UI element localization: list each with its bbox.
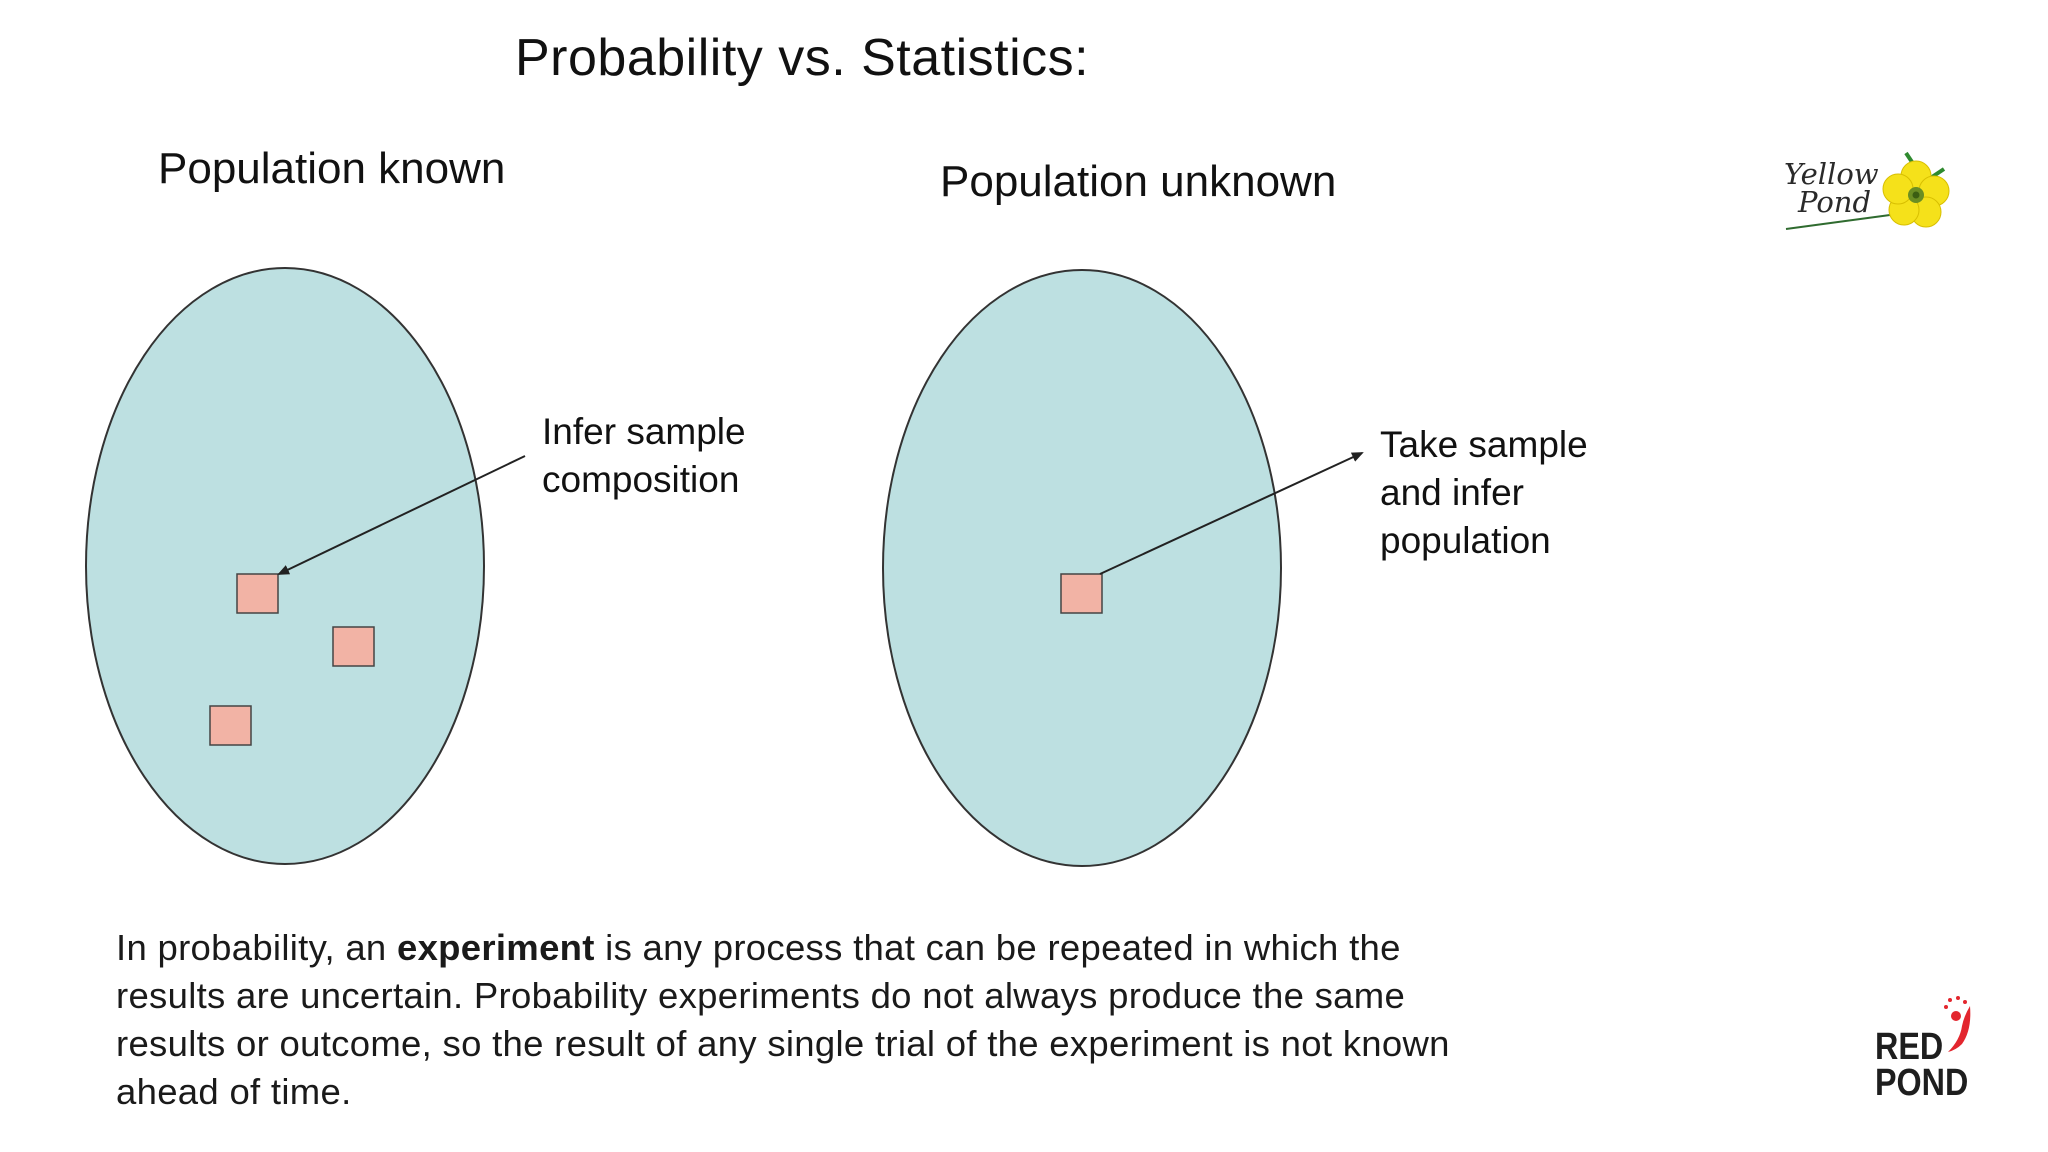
logo-word: POND	[1875, 1062, 1969, 1104]
arrow-infer-sample	[277, 455, 526, 575]
logo-word: Yellow	[1784, 157, 1879, 191]
body-line-3: results or outcome, so the result of any…	[116, 1023, 1450, 1064]
heading-population-known: Population known	[158, 144, 506, 193]
annotation-line: population	[1380, 520, 1551, 561]
slide-title: Probability vs. Statistics:	[515, 29, 1090, 87]
annotation-infer-sample: Infer sample composition	[542, 408, 746, 504]
red-figure-icon	[1944, 996, 1971, 1052]
body-line-1-suffix: is any process that can be repeated in w…	[594, 927, 1401, 968]
logo-word: RED	[1875, 1026, 1944, 1068]
body-line-1: In probability, an experiment is any pro…	[116, 924, 1636, 972]
yellow-pond-logo: Yellow Pond	[1780, 145, 1965, 245]
experiment-term: experiment	[396, 927, 595, 968]
population-ellipse-unknown	[882, 269, 1282, 867]
annotation-line: composition	[542, 459, 740, 500]
yellow-flower-icon	[1785, 151, 1950, 230]
body-line-1-prefix: In probability, an	[116, 927, 397, 968]
sample-square	[236, 573, 279, 614]
sample-square	[209, 705, 252, 746]
red-pond-logo: RED POND	[1872, 996, 1992, 1106]
sample-square	[1060, 573, 1103, 614]
body-line-2: results are uncertain. Probability exper…	[116, 975, 1406, 1016]
annotation-take-sample: Take sample and infer population	[1380, 421, 1588, 565]
experiment-definition-text: In probability, an experiment is any pro…	[116, 924, 1636, 1116]
body-line-4: ahead of time.	[116, 1071, 352, 1112]
annotation-line: Take sample	[1380, 424, 1588, 465]
population-ellipse-known	[85, 267, 485, 865]
logo-word: Pond	[1798, 185, 1872, 219]
arrow-infer-population	[1099, 452, 1364, 575]
heading-population-unknown: Population unknown	[940, 157, 1337, 206]
annotation-line: and infer	[1380, 472, 1524, 513]
sample-square	[332, 626, 375, 667]
annotation-line: Infer sample	[542, 411, 746, 452]
